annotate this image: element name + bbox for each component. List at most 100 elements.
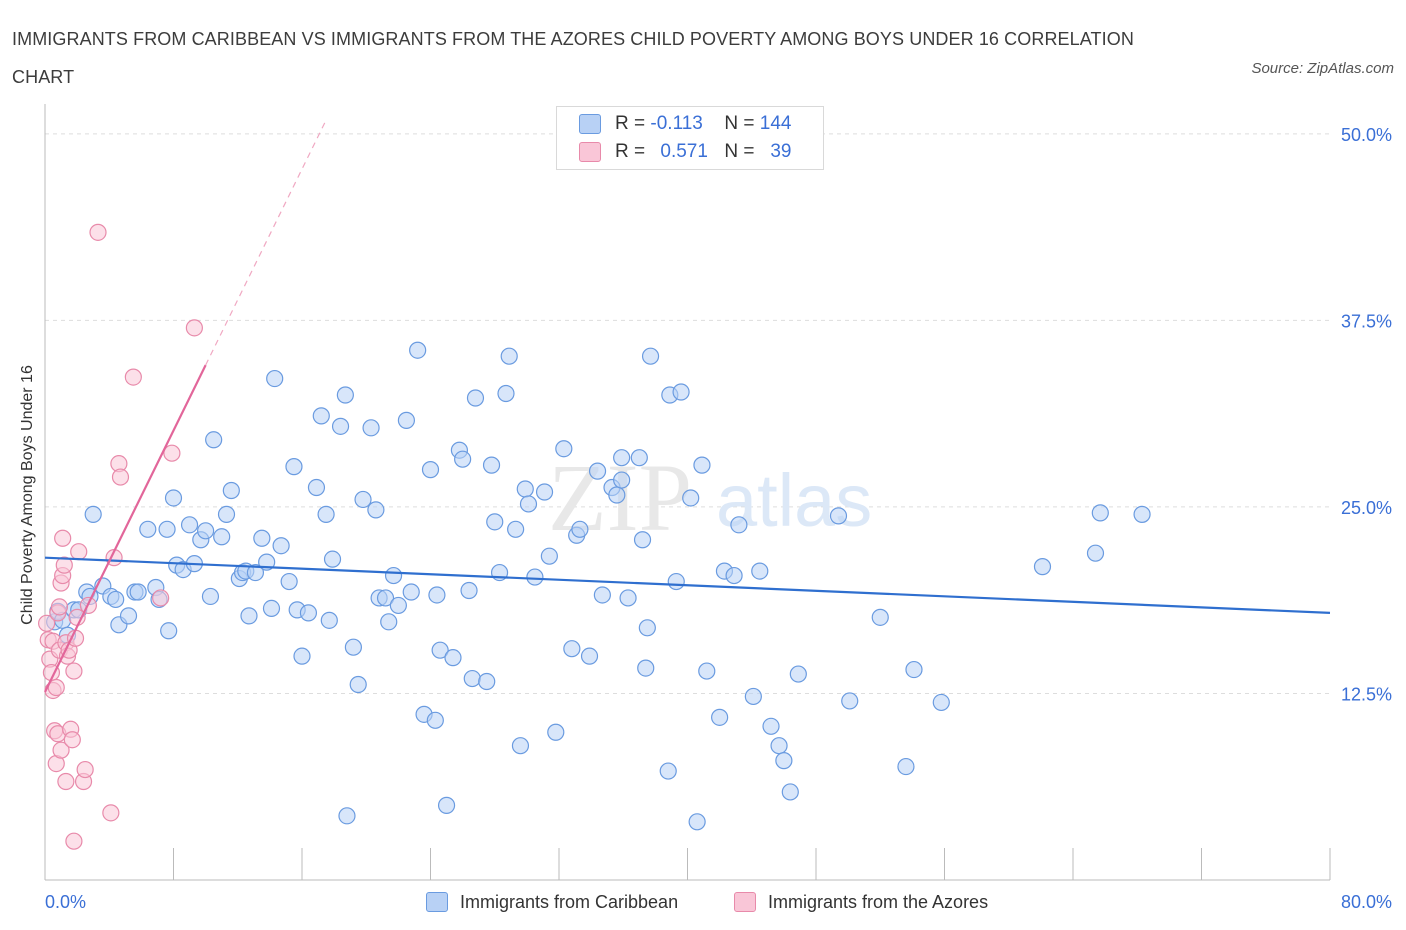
point-caribbean-43 bbox=[280, 572, 298, 591]
point-azores-25 bbox=[65, 662, 83, 680]
point-azores-37 bbox=[124, 368, 142, 386]
point-caribbean-120 bbox=[711, 708, 729, 726]
watermark: ZIP atlas bbox=[548, 444, 872, 551]
point-caribbean-66 bbox=[397, 411, 416, 429]
point-caribbean-115 bbox=[672, 383, 690, 401]
point-caribbean-38 bbox=[253, 529, 271, 547]
point-caribbean-139 bbox=[1091, 504, 1109, 522]
point-caribbean-87 bbox=[507, 520, 525, 538]
n-value-azores: 39 bbox=[770, 141, 792, 162]
point-caribbean-56 bbox=[344, 638, 362, 656]
point-caribbean-138 bbox=[1086, 544, 1105, 562]
point-azores-28 bbox=[70, 543, 88, 561]
point-caribbean-140 bbox=[1133, 505, 1151, 523]
point-caribbean-131 bbox=[829, 507, 848, 525]
point-caribbean-108 bbox=[633, 531, 652, 549]
point-caribbean-137 bbox=[1033, 558, 1052, 576]
point-caribbean-91 bbox=[526, 568, 544, 586]
point-caribbean-19 bbox=[158, 520, 176, 538]
axes bbox=[44, 104, 1331, 881]
point-caribbean-71 bbox=[426, 711, 444, 729]
trend-line-azores-extension bbox=[205, 122, 326, 366]
point-caribbean-126 bbox=[762, 717, 780, 735]
point-caribbean-58 bbox=[354, 490, 372, 509]
point-caribbean-54 bbox=[336, 386, 354, 404]
point-caribbean-112 bbox=[659, 762, 677, 780]
point-caribbean-42 bbox=[272, 537, 290, 555]
point-caribbean-50 bbox=[317, 505, 335, 523]
point-azores-38 bbox=[152, 589, 170, 607]
point-caribbean-28 bbox=[201, 587, 220, 606]
point-caribbean-24 bbox=[180, 516, 199, 534]
point-caribbean-64 bbox=[384, 566, 403, 585]
point-caribbean-20 bbox=[160, 622, 178, 640]
point-azores-40 bbox=[185, 319, 203, 337]
point-caribbean-130 bbox=[789, 665, 807, 683]
point-azores-19 bbox=[57, 772, 75, 791]
point-caribbean-37 bbox=[246, 563, 265, 582]
point-caribbean-27 bbox=[197, 522, 215, 540]
point-caribbean-80 bbox=[466, 389, 485, 407]
point-caribbean-98 bbox=[571, 520, 589, 538]
point-caribbean-82 bbox=[482, 456, 501, 474]
point-caribbean-117 bbox=[688, 813, 706, 831]
point-caribbean-41 bbox=[266, 369, 284, 388]
n-label: N = bbox=[724, 113, 755, 134]
point-caribbean-89 bbox=[516, 480, 534, 498]
point-caribbean-67 bbox=[402, 583, 420, 601]
bottom-legend-azores: Immigrants from the Azores bbox=[734, 889, 988, 915]
y-tick-label-2: 37.5% bbox=[1341, 311, 1392, 331]
caribbean-swatch-icon bbox=[579, 114, 601, 134]
point-caribbean-30 bbox=[213, 528, 231, 546]
chart-title: IMMIGRANTS FROM CARIBBEAN VS IMMIGRANTS … bbox=[12, 29, 1134, 87]
point-caribbean-133 bbox=[871, 608, 889, 626]
source-label: Source: ZipAtlas.com bbox=[1251, 60, 1394, 77]
point-caribbean-85 bbox=[497, 384, 515, 403]
point-caribbean-92 bbox=[535, 483, 554, 501]
point-caribbean-36 bbox=[240, 607, 258, 625]
point-caribbean-90 bbox=[519, 495, 538, 513]
point-caribbean-78 bbox=[460, 581, 478, 600]
point-caribbean-32 bbox=[222, 481, 240, 500]
point-caribbean-8 bbox=[84, 505, 102, 523]
point-caribbean-96 bbox=[563, 640, 581, 658]
point-caribbean-62 bbox=[376, 589, 395, 607]
point-caribbean-51 bbox=[320, 611, 338, 629]
point-caribbean-101 bbox=[593, 586, 611, 604]
tick-labels: 12.5% 25.0% 37.5% 50.0% 0.0% 80.0% bbox=[45, 125, 1392, 912]
point-caribbean-52 bbox=[323, 550, 342, 568]
point-caribbean-103 bbox=[608, 486, 626, 504]
x-tick-label-min: 0.0% bbox=[45, 892, 86, 912]
point-caribbean-119 bbox=[698, 662, 716, 680]
point-caribbean-88 bbox=[511, 737, 530, 755]
point-caribbean-15 bbox=[129, 583, 147, 601]
point-azores-39 bbox=[163, 444, 181, 462]
x-tick-label-max: 80.0% bbox=[1341, 892, 1392, 912]
point-caribbean-129 bbox=[781, 783, 799, 801]
point-caribbean-116 bbox=[682, 489, 700, 507]
point-caribbean-110 bbox=[638, 619, 656, 637]
r-value-azores: 0.571 bbox=[660, 141, 708, 162]
point-caribbean-105 bbox=[613, 471, 631, 489]
point-caribbean-44 bbox=[285, 458, 303, 476]
trend-layer bbox=[44, 122, 1331, 693]
point-azores-23 bbox=[63, 731, 81, 749]
point-caribbean-16 bbox=[139, 520, 157, 538]
stats-legend-row-caribbean: R = -0.113 N = 144 bbox=[579, 111, 791, 137]
point-caribbean-59 bbox=[362, 419, 380, 437]
n-label: N = bbox=[724, 141, 755, 162]
y-tick-label-1: 25.0% bbox=[1341, 498, 1392, 518]
trend-line-caribbean bbox=[44, 556, 1331, 614]
point-caribbean-122 bbox=[725, 566, 743, 585]
point-caribbean-95 bbox=[555, 440, 573, 458]
azores-legend-swatch-icon bbox=[734, 892, 756, 912]
point-caribbean-93 bbox=[540, 547, 558, 565]
point-caribbean-75 bbox=[444, 649, 462, 667]
point-caribbean-63 bbox=[380, 613, 398, 631]
point-caribbean-125 bbox=[751, 562, 769, 580]
series-azores bbox=[38, 223, 203, 850]
caribbean-legend-swatch-icon bbox=[426, 892, 448, 912]
point-caribbean-111 bbox=[641, 347, 660, 365]
point-caribbean-53 bbox=[331, 417, 350, 435]
